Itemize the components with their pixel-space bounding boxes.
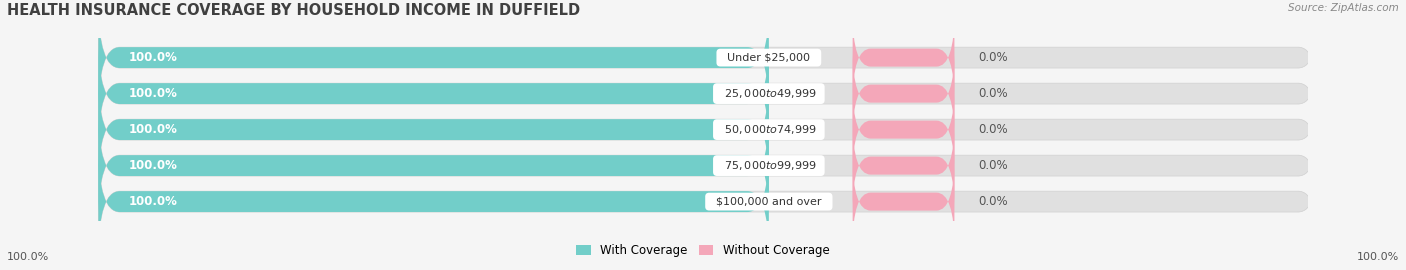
FancyBboxPatch shape: [98, 111, 769, 220]
FancyBboxPatch shape: [852, 85, 955, 175]
FancyBboxPatch shape: [852, 157, 955, 247]
FancyBboxPatch shape: [98, 3, 1320, 112]
Text: 0.0%: 0.0%: [979, 159, 1008, 172]
Text: 0.0%: 0.0%: [979, 195, 1008, 208]
FancyBboxPatch shape: [98, 39, 1320, 148]
FancyBboxPatch shape: [98, 147, 769, 256]
Text: $25,000 to $49,999: $25,000 to $49,999: [717, 87, 821, 100]
FancyBboxPatch shape: [98, 111, 1320, 220]
Text: 0.0%: 0.0%: [979, 123, 1008, 136]
Text: 100.0%: 100.0%: [128, 51, 177, 64]
FancyBboxPatch shape: [98, 75, 769, 184]
Text: Under $25,000: Under $25,000: [720, 53, 817, 63]
Text: 100.0%: 100.0%: [7, 252, 49, 262]
Text: HEALTH INSURANCE COVERAGE BY HOUSEHOLD INCOME IN DUFFIELD: HEALTH INSURANCE COVERAGE BY HOUSEHOLD I…: [7, 3, 581, 18]
Text: 100.0%: 100.0%: [128, 159, 177, 172]
Legend: With Coverage, Without Coverage: With Coverage, Without Coverage: [572, 239, 834, 261]
Text: Source: ZipAtlas.com: Source: ZipAtlas.com: [1288, 3, 1399, 13]
Text: 100.0%: 100.0%: [128, 87, 177, 100]
Text: 100.0%: 100.0%: [128, 123, 177, 136]
Text: 0.0%: 0.0%: [979, 87, 1008, 100]
Text: $50,000 to $74,999: $50,000 to $74,999: [717, 123, 821, 136]
FancyBboxPatch shape: [98, 3, 769, 112]
FancyBboxPatch shape: [98, 39, 769, 148]
FancyBboxPatch shape: [98, 75, 1320, 184]
Text: 0.0%: 0.0%: [979, 51, 1008, 64]
FancyBboxPatch shape: [98, 147, 1320, 256]
Text: 100.0%: 100.0%: [1357, 252, 1399, 262]
FancyBboxPatch shape: [852, 13, 955, 103]
Text: $75,000 to $99,999: $75,000 to $99,999: [717, 159, 821, 172]
FancyBboxPatch shape: [852, 49, 955, 139]
Text: 100.0%: 100.0%: [128, 195, 177, 208]
Text: $100,000 and over: $100,000 and over: [709, 197, 828, 207]
FancyBboxPatch shape: [852, 121, 955, 211]
